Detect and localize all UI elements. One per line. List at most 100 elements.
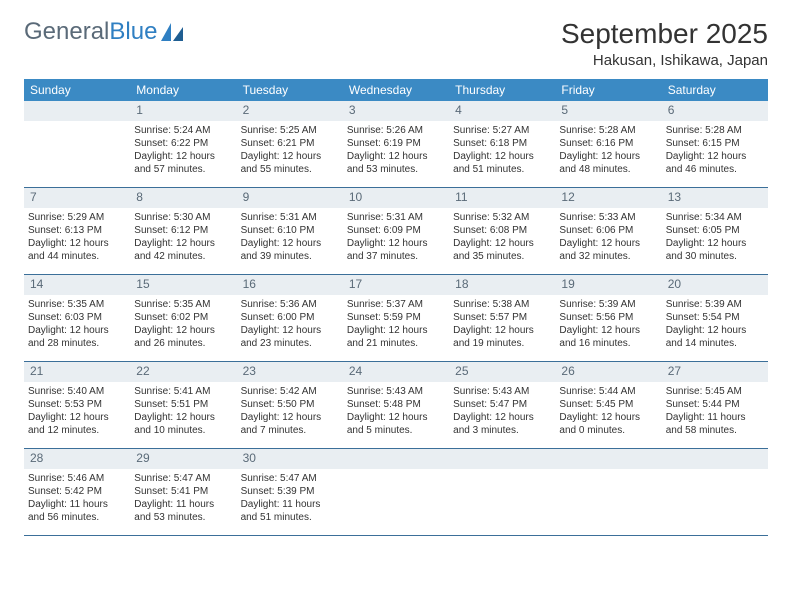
day-line: Sunrise: 5:36 AM <box>241 298 339 311</box>
day-line: Daylight: 12 hours <box>453 150 551 163</box>
day-line: Daylight: 11 hours <box>28 498 126 511</box>
day-line: and 19 minutes. <box>453 337 551 350</box>
day-line: Sunrise: 5:29 AM <box>28 211 126 224</box>
day-line: Sunrise: 5:43 AM <box>347 385 445 398</box>
day-cell <box>24 101 130 187</box>
day-line: Sunrise: 5:26 AM <box>347 124 445 137</box>
day-line: Daylight: 12 hours <box>347 237 445 250</box>
day-line: Daylight: 12 hours <box>559 237 657 250</box>
day-content <box>343 469 449 476</box>
day-line: Sunrise: 5:31 AM <box>347 211 445 224</box>
day-line: Sunrise: 5:27 AM <box>453 124 551 137</box>
day-cell: 14Sunrise: 5:35 AMSunset: 6:03 PMDayligh… <box>24 275 130 361</box>
weekday-header: Thursday <box>449 79 555 101</box>
day-cell: 26Sunrise: 5:44 AMSunset: 5:45 PMDayligh… <box>555 362 661 448</box>
day-line: Sunrise: 5:37 AM <box>347 298 445 311</box>
day-line: and 48 minutes. <box>559 163 657 176</box>
day-line: Sunset: 5:50 PM <box>241 398 339 411</box>
location: Hakusan, Ishikawa, Japan <box>561 52 768 69</box>
day-number: 18 <box>449 275 555 295</box>
week-row: 7Sunrise: 5:29 AMSunset: 6:13 PMDaylight… <box>24 188 768 275</box>
day-content: Sunrise: 5:32 AMSunset: 6:08 PMDaylight:… <box>449 208 555 267</box>
day-number: 11 <box>449 188 555 208</box>
day-number <box>24 101 130 121</box>
day-line: Daylight: 12 hours <box>241 411 339 424</box>
day-cell: 10 Sunrise: 5:31 AMSunset: 6:09 PMDayligh… <box>343 188 449 274</box>
day-line: Daylight: 12 hours <box>559 411 657 424</box>
day-content: Sunrise: 5:35 AMSunset: 6:03 PMDaylight:… <box>24 295 130 354</box>
day-cell: 3Sunrise: 5:26 AMSunset: 6:19 PMDaylight… <box>343 101 449 187</box>
day-cell: 5Sunrise: 5:28 AMSunset: 6:16 PMDaylight… <box>555 101 661 187</box>
day-line: and 46 minutes. <box>666 163 764 176</box>
day-content <box>662 469 768 476</box>
day-line: Sunset: 6:06 PM <box>559 224 657 237</box>
day-line: and 44 minutes. <box>28 250 126 263</box>
day-number: 4 <box>449 101 555 121</box>
day-number: 21 <box>24 362 130 382</box>
day-line: Sunset: 5:44 PM <box>666 398 764 411</box>
day-line: Daylight: 12 hours <box>28 324 126 337</box>
day-cell: 18Sunrise: 5:38 AMSunset: 5:57 PMDayligh… <box>449 275 555 361</box>
day-line: Sunset: 6:19 PM <box>347 137 445 150</box>
day-cell: 25Sunrise: 5:43 AMSunset: 5:47 PMDayligh… <box>449 362 555 448</box>
day-cell: 28Sunrise: 5:46 AMSunset: 5:42 PMDayligh… <box>24 449 130 535</box>
day-line: and 51 minutes. <box>453 163 551 176</box>
weekday-header: Friday <box>555 79 661 101</box>
day-line: and 30 minutes. <box>666 250 764 263</box>
day-number: 30 <box>237 449 343 469</box>
weekday-header-row: SundayMondayTuesdayWednesdayThursdayFrid… <box>24 79 768 101</box>
day-number: 10 <box>343 188 449 208</box>
day-content: Sunrise: 5:47 AMSunset: 5:39 PMDaylight:… <box>237 469 343 528</box>
logo: GeneralBlue <box>24 18 185 46</box>
day-line: and 5 minutes. <box>347 424 445 437</box>
day-number: 22 <box>130 362 236 382</box>
day-line: Sunset: 5:59 PM <box>347 311 445 324</box>
day-line: Daylight: 12 hours <box>241 237 339 250</box>
week-row: 28Sunrise: 5:46 AMSunset: 5:42 PMDayligh… <box>24 449 768 536</box>
day-cell: 16Sunrise: 5:36 AMSunset: 6:00 PMDayligh… <box>237 275 343 361</box>
day-line: Sunset: 6:09 PM <box>347 224 445 237</box>
day-line: Sunrise: 5:41 AM <box>134 385 232 398</box>
day-number: 6 <box>662 101 768 121</box>
week-row: 1Sunrise: 5:24 AMSunset: 6:22 PMDaylight… <box>24 101 768 188</box>
day-content <box>555 469 661 476</box>
day-cell: 4Sunrise: 5:27 AMSunset: 6:18 PMDaylight… <box>449 101 555 187</box>
day-content <box>24 121 130 128</box>
day-number: 9 <box>237 188 343 208</box>
day-number <box>662 449 768 469</box>
day-content <box>449 469 555 476</box>
logo-text-2: Blue <box>109 18 157 46</box>
day-line: and 16 minutes. <box>559 337 657 350</box>
day-number: 5 <box>555 101 661 121</box>
day-cell: 29Sunrise: 5:47 AMSunset: 5:41 PMDayligh… <box>130 449 236 535</box>
day-line: Sunset: 6:03 PM <box>28 311 126 324</box>
day-line: and 3 minutes. <box>453 424 551 437</box>
day-line: and 7 minutes. <box>241 424 339 437</box>
day-line: and 51 minutes. <box>241 511 339 524</box>
day-content: Sunrise: 5:28 AMSunset: 6:16 PMDaylight:… <box>555 121 661 180</box>
day-line: and 53 minutes. <box>347 163 445 176</box>
day-content: Sunrise: 5:31 AMSunset: 6:10 PMDaylight:… <box>237 208 343 267</box>
day-line: Daylight: 11 hours <box>241 498 339 511</box>
day-line: Sunset: 5:47 PM <box>453 398 551 411</box>
day-line: Daylight: 12 hours <box>134 237 232 250</box>
day-content: Sunrise: 5:26 AMSunset: 6:19 PMDaylight:… <box>343 121 449 180</box>
title-block: September 2025 Hakusan, Ishikawa, Japan <box>561 18 768 69</box>
day-line: Sunrise: 5:24 AM <box>134 124 232 137</box>
day-cell: 27Sunrise: 5:45 AMSunset: 5:44 PMDayligh… <box>662 362 768 448</box>
day-number: 12 <box>555 188 661 208</box>
day-line: Sunrise: 5:47 AM <box>241 472 339 485</box>
day-cell: 21Sunrise: 5:40 AMSunset: 5:53 PMDayligh… <box>24 362 130 448</box>
weekday-header: Tuesday <box>237 79 343 101</box>
day-line: Sunset: 5:39 PM <box>241 485 339 498</box>
day-line: Sunrise: 5:33 AM <box>559 211 657 224</box>
day-number: 15 <box>130 275 236 295</box>
day-line: Daylight: 12 hours <box>453 411 551 424</box>
day-content: Sunrise: 5:42 AMSunset: 5:50 PMDaylight:… <box>237 382 343 441</box>
calendar: SundayMondayTuesdayWednesdayThursdayFrid… <box>24 79 768 536</box>
day-number: 23 <box>237 362 343 382</box>
topbar: GeneralBlue September 2025 Hakusan, Ishi… <box>24 18 768 69</box>
day-number <box>449 449 555 469</box>
week-row: 21Sunrise: 5:40 AMSunset: 5:53 PMDayligh… <box>24 362 768 449</box>
day-line: Sunset: 5:51 PM <box>134 398 232 411</box>
